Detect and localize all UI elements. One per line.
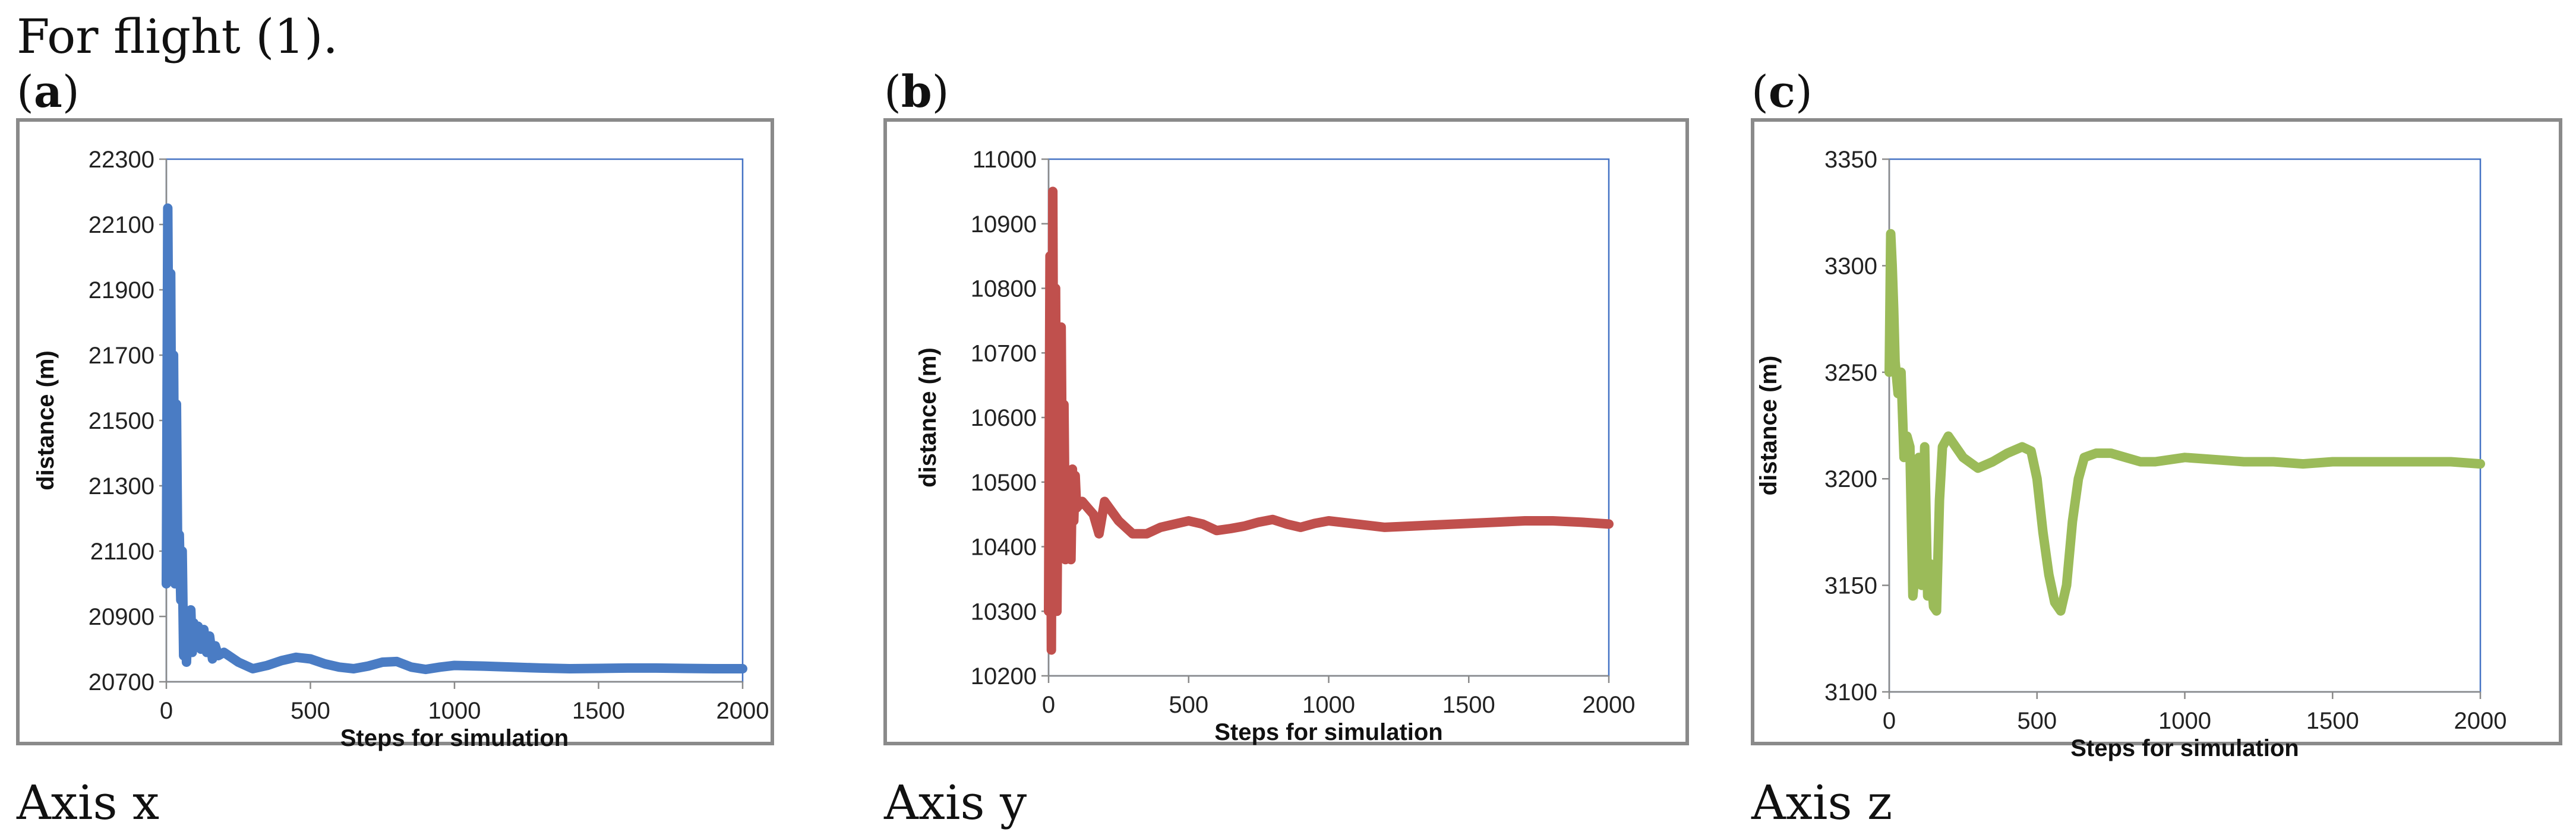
panel-c-caption: Axis z [1751, 775, 1893, 830]
chart-b-y-tick-label: 10800 [971, 276, 1037, 302]
chart-a-x-tick-label: 1500 [572, 698, 625, 724]
chart-b-y-tick-label: 10300 [971, 599, 1037, 625]
chart-a-x-tick-label: 2000 [716, 698, 769, 724]
chart-c-y-tick-label: 3150 [1824, 573, 1877, 599]
panel-c-close: ) [1795, 67, 1813, 118]
chart-c: 3100 3150 3200 3250 3300 3350 0 500 1000 1500 2000… [1751, 118, 2562, 761]
panel-a-close: ) [62, 67, 80, 118]
chart-a-x-tick-label: 0 [160, 698, 173, 724]
chart-a-y-tick-label: 21900 [89, 277, 154, 303]
panel-b-letter-text: b [901, 67, 932, 118]
panel-a-letter-text: a [33, 67, 62, 118]
chart-c-series-line-z [1884, 229, 2485, 616]
chart-c-frame [1751, 118, 2562, 745]
chart-b-x-axis-label: Steps for simulation [1214, 719, 1443, 745]
chart-b-y-tick-label: 10500 [971, 470, 1037, 496]
chart-b-y-tick-label: 10600 [971, 405, 1037, 431]
chart-c-x-tick-label: 1000 [2158, 708, 2211, 734]
panel-a-caption: Axis x [17, 775, 160, 830]
chart-a-x-tick-label: 500 [291, 698, 330, 724]
chart-c-y-tick-label: 3200 [1824, 466, 1877, 492]
panel-c-letter: (c) [1751, 70, 1813, 114]
panel-c-letter-text: c [1768, 67, 1795, 118]
chart-c-x-axis-label: Steps for simulation [2070, 735, 2299, 761]
chart-b-x-tick-label: 1500 [1442, 692, 1495, 718]
chart-a-x-axis-label: Steps for simulation [340, 725, 569, 751]
chart-b: 10200 10300 10400 10500 10600 10700 10800 10900… [883, 118, 1689, 745]
chart-a-y-axis-label: distance (m) [33, 350, 59, 491]
figure-header: For flight (1). [17, 9, 338, 64]
panel-b-caption: Axis y [884, 775, 1027, 830]
panel-a-letter: (a) [17, 70, 80, 114]
chart-a-y-tick-label: 20700 [89, 669, 154, 695]
chart-b-y-tick-label: 10700 [971, 340, 1037, 366]
chart-a-y-tick-label: 22100 [89, 212, 154, 238]
chart-c-x-tick-label: 2000 [2454, 708, 2507, 734]
chart-c-y-axis-label: distance (m) [1756, 356, 1782, 496]
panel-b-close: ) [932, 67, 949, 118]
chart-c-x-tick-label: 1500 [2306, 708, 2359, 734]
chart-c-x-tick-label: 0 [1883, 708, 1896, 734]
chart-b-frame [883, 118, 1689, 745]
chart-c-y-tick-label: 3250 [1824, 360, 1877, 386]
chart-c-y-tick-label: 3350 [1824, 147, 1877, 173]
chart-c-y-tick-label: 3300 [1824, 253, 1877, 279]
chart-c-y-tick-label: 3100 [1824, 679, 1877, 706]
chart-a-x-tick-label: 1000 [428, 698, 481, 724]
panel-b-letter: (b) [884, 70, 949, 114]
chart-b-x-tick-label: 1000 [1302, 692, 1355, 718]
chart-a-frame [16, 118, 774, 745]
panel-c-open: ( [1751, 67, 1769, 118]
panel-a-open: ( [17, 67, 34, 118]
chart-a-y-tick-label: 21300 [89, 473, 154, 499]
chart-b-x-tick-label: 2000 [1583, 692, 1636, 718]
chart-b-y-tick-label: 10900 [971, 211, 1037, 238]
chart-b-x-tick-label: 500 [1169, 692, 1208, 718]
chart-b-y-tick-label: 11000 [973, 147, 1037, 173]
chart-a-series-line-x [162, 203, 747, 675]
chart-b-y-tick-label: 10200 [971, 663, 1037, 689]
chart-b-series-line-y [1044, 186, 1614, 655]
chart-a: 20700 20900 21100 21300 21500 21700 21900 22100… [16, 118, 774, 751]
panel-b-open: ( [884, 67, 901, 118]
chart-a-y-tick-label: 22300 [89, 147, 154, 173]
chart-a-y-tick-label: 21700 [89, 343, 154, 369]
chart-b-y-axis-label: distance (m) [915, 347, 941, 488]
chart-c-x-tick-label: 500 [2017, 708, 2057, 734]
chart-a-y-tick-label: 20900 [89, 604, 154, 630]
chart-a-y-tick-label: 21500 [89, 408, 154, 434]
chart-b-x-tick-label: 0 [1042, 692, 1055, 718]
chart-a-y-tick-label: 21100 [90, 539, 154, 565]
chart-b-y-tick-label: 10400 [971, 534, 1037, 561]
